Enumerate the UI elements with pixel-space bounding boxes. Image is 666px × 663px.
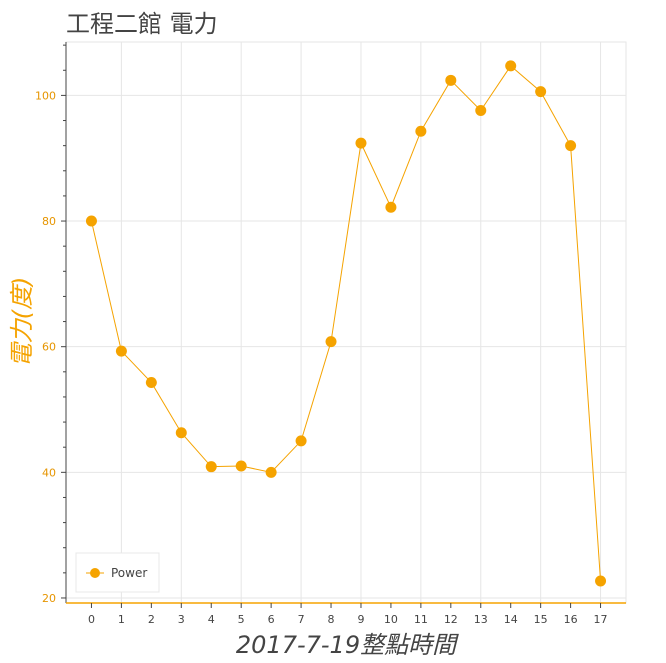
y-tick-label: 100 <box>35 89 56 102</box>
grid-lines <box>65 41 627 604</box>
data-point <box>205 461 217 473</box>
series-line-power <box>90 65 602 582</box>
x-tick-label: 15 <box>534 613 548 626</box>
x-tick-label: 5 <box>238 613 245 626</box>
data-point <box>355 137 367 149</box>
x-tick-label: 10 <box>384 613 398 626</box>
series-power <box>85 60 607 587</box>
x-tick-label: 6 <box>268 613 275 626</box>
data-point <box>145 376 157 388</box>
data-point <box>235 460 247 472</box>
y-axis-title: 電力(度) <box>8 277 36 368</box>
data-point <box>415 125 427 137</box>
x-tick-label: 1 <box>118 613 125 626</box>
legend-label-power: Power <box>111 566 147 580</box>
legend-marker-swatch <box>90 568 100 578</box>
x-axis-title: 2017-7-19整點時間 <box>236 631 459 659</box>
y-tick-label: 60 <box>42 341 56 354</box>
data-point <box>535 86 547 98</box>
x-tick-label: 7 <box>298 613 305 626</box>
x-tick-label: 17 <box>594 613 608 626</box>
data-point <box>505 60 517 72</box>
data-point <box>445 74 457 86</box>
data-point <box>385 201 397 213</box>
x-tick-label: 13 <box>474 613 488 626</box>
data-point <box>595 575 607 587</box>
data-point <box>175 427 187 439</box>
x-tick-label: 3 <box>178 613 185 626</box>
data-point <box>115 345 127 357</box>
plot-frame <box>65 41 627 604</box>
x-tick-label: 9 <box>357 613 364 626</box>
x-tick-label: 12 <box>444 613 458 626</box>
y-tick-label: 40 <box>42 466 56 479</box>
data-point <box>85 215 97 227</box>
x-tick-label: 14 <box>504 613 518 626</box>
x-tick-label: 0 <box>88 613 95 626</box>
x-tick-label: 2 <box>148 613 155 626</box>
y-tick-label: 20 <box>42 592 56 605</box>
data-point <box>565 140 577 152</box>
data-point <box>295 435 307 447</box>
x-tick-label: 4 <box>208 613 215 626</box>
x-tick-label: 8 <box>328 613 335 626</box>
x-tick-label: 16 <box>564 613 578 626</box>
y-tick-label: 80 <box>42 215 56 228</box>
x-tick-label: 11 <box>414 613 428 626</box>
chart-title: 工程二館 電力 <box>66 10 218 38</box>
axis-labels: 2017-7-19整點時間 電力(度) <box>8 277 459 659</box>
data-point <box>325 336 337 348</box>
legend: Power <box>75 552 160 593</box>
data-point <box>265 466 277 478</box>
data-point <box>475 104 487 116</box>
